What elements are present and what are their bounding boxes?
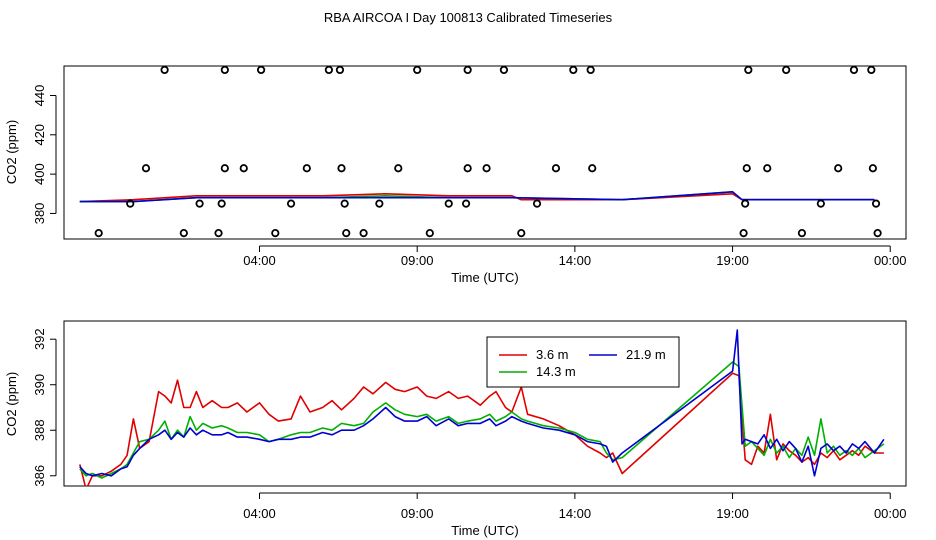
scatter-point: [849, 65, 859, 75]
x-tick-label: 09:00: [401, 506, 434, 521]
scatter-point: [302, 164, 311, 173]
scatter-point: [463, 65, 472, 75]
scatter-point: [834, 164, 843, 173]
scatter-point: [871, 199, 881, 208]
scatter-point: [463, 164, 472, 173]
plot-area: [79, 191, 875, 203]
y-axis-label: CO2 (ppm): [4, 120, 19, 184]
scatter-point: [126, 199, 135, 208]
x-tick-label: 14:00: [559, 506, 592, 521]
bottom-panel: 04:00 09:00 14:00 19:00 00:00 Time (UTC) 386 38…: [4, 320, 907, 538]
x-tick-label: 04:00: [243, 253, 276, 268]
scatter-point: [569, 65, 578, 75]
y-tick-label: 392: [32, 328, 47, 350]
scatter-point: [217, 199, 226, 208]
scatter-point: [256, 65, 266, 75]
legend-label-14-3-m: 14.3 m: [536, 364, 576, 379]
x-axis-label: Time (UTC): [451, 270, 518, 285]
legend: 3.6 m 14.3 m 21.9 m: [486, 336, 680, 388]
scatter-point: [867, 65, 876, 75]
x-tick-label: 19:00: [716, 253, 749, 268]
scatter-point: [286, 199, 296, 208]
scatter-point: [586, 65, 595, 75]
series-line-3-6-m: [79, 372, 884, 486]
scatter-point: [324, 65, 333, 75]
scatter-point: [359, 229, 368, 238]
scatter-point: [375, 199, 384, 208]
legend-label-21-9-m: 21.9 m: [626, 347, 666, 362]
scatter-point: [873, 229, 882, 238]
scatter-point: [499, 65, 509, 75]
y-tick-label: 420: [32, 124, 47, 146]
x-tick-label: 00:00: [874, 506, 907, 521]
scatter-point: [94, 229, 103, 238]
scatter-point: [413, 65, 422, 75]
y-tick-label: 390: [32, 374, 47, 396]
scatter-point: [763, 164, 772, 173]
x-tick-label: 04:00: [243, 506, 276, 521]
series-line-21-9-m: [79, 191, 875, 203]
scatter-point: [220, 164, 229, 173]
y-tick-label: 400: [32, 163, 47, 185]
chart-title: RBA AIRCOA I Day 100813 Calibrated Times…: [324, 10, 613, 25]
scatter-point: [160, 65, 169, 75]
legend-label-3-6-m: 3.6 m: [536, 347, 569, 362]
x-tick-label: 00:00: [874, 253, 907, 268]
scatter-point: [340, 199, 349, 208]
scatter-point: [816, 199, 825, 208]
scatter-point: [337, 164, 346, 173]
scatter-point: [741, 199, 750, 208]
scatter-point: [868, 164, 877, 173]
y-tick-label: 440: [32, 85, 47, 107]
scatter-point: [532, 199, 542, 208]
scatter-point: [739, 229, 748, 238]
y-axis-label: CO2 (ppm): [4, 372, 19, 436]
scatter-point: [797, 229, 807, 238]
scatter-point: [141, 164, 151, 173]
scatter-point: [744, 65, 753, 75]
scatter-point: [335, 65, 345, 75]
scatter-point: [742, 164, 751, 173]
series-line-21-9-m: [79, 329, 885, 477]
y-tick-label: 380: [32, 203, 47, 225]
scatter-point: [444, 199, 453, 208]
scatter-point: [271, 229, 280, 238]
scatter-point: [425, 229, 434, 238]
legend-box: [486, 336, 680, 388]
y-tick-label: 386: [32, 465, 47, 487]
x-axis-label: Time (UTC): [451, 523, 518, 538]
scatter-point: [220, 65, 229, 75]
scatter-point: [195, 199, 204, 208]
plot-area: [79, 329, 885, 486]
series-line-14-3-m: [79, 361, 885, 479]
x-tick-label: 09:00: [401, 253, 434, 268]
scatter-point: [517, 229, 526, 238]
top-panel: 04:00 09:00 14:00 19:00 00:00 Time (UTC) 380 40…: [4, 65, 907, 285]
scatter-point: [551, 164, 561, 173]
scatter-point: [782, 65, 791, 75]
scatter-point: [342, 229, 351, 238]
plot-frame: [63, 65, 907, 240]
scatter-point: [461, 199, 471, 208]
scatter-point: [482, 164, 491, 173]
y-tick-label: 388: [32, 419, 47, 441]
scatter-point: [394, 164, 403, 173]
x-tick-label: 14:00: [559, 253, 592, 268]
scatter-point: [239, 164, 248, 173]
plot-frame: [63, 320, 907, 487]
scatter-point: [179, 229, 188, 238]
scatter-point: [588, 164, 597, 173]
scatter-point: [214, 229, 223, 238]
x-tick-label: 19:00: [716, 506, 749, 521]
